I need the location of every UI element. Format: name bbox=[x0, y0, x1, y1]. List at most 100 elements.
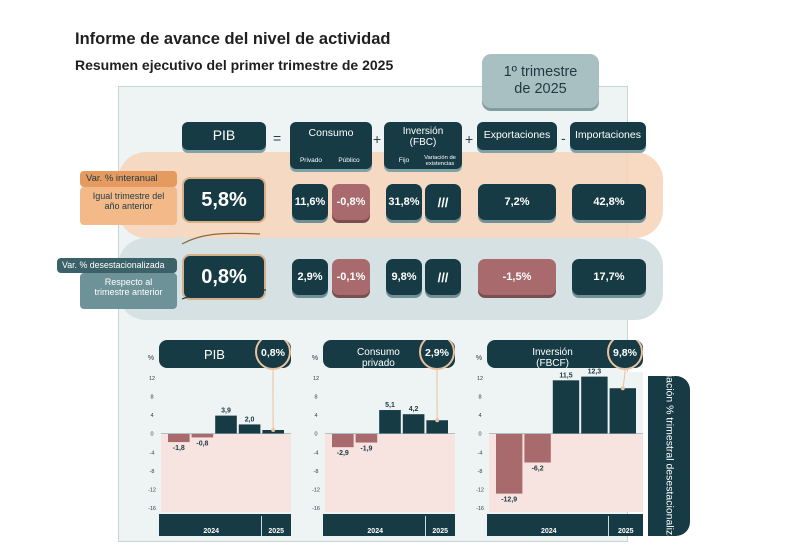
inversion-fijo-label: Fijo bbox=[398, 157, 410, 164]
bar bbox=[402, 414, 425, 434]
mini-chart-2: %12840-4-8-12-16Consumoprivado2,9%-2,9I-… bbox=[307, 340, 455, 536]
highlight-value: 2,9% bbox=[425, 347, 450, 359]
interanual-varex-value: /// bbox=[425, 184, 461, 220]
y-tick-label: 4 bbox=[478, 413, 481, 419]
y-tick-label: -8 bbox=[314, 469, 319, 475]
axis-strip bbox=[471, 348, 487, 536]
year-label: 2025 bbox=[618, 528, 634, 535]
year-label: 2025 bbox=[432, 528, 448, 535]
year-bar bbox=[323, 514, 455, 536]
leader-dot bbox=[435, 418, 440, 423]
bar bbox=[552, 380, 580, 434]
y-tick-label: -8 bbox=[478, 469, 483, 475]
bar bbox=[215, 415, 237, 434]
y-tick-label: -16 bbox=[312, 506, 320, 512]
exportaciones-header: Exportaciones bbox=[477, 122, 557, 150]
desest-desc: Respecto al trimestre anterior bbox=[80, 273, 177, 309]
year-label: 2025 bbox=[268, 528, 284, 535]
inversion-header-label: Inversión (FBC) bbox=[402, 126, 444, 148]
interanual-tag: Var. % interanual bbox=[80, 171, 177, 187]
y-tick-label: 8 bbox=[478, 395, 481, 401]
y-tick-label: -4 bbox=[150, 450, 155, 456]
mini-chart-3: % 12 8 4 0 -4 -8 -12 -16 Inversión (FBCF) 9,8% -12,9… bbox=[471, 340, 643, 536]
y-tick-label: 12 bbox=[313, 376, 319, 382]
bar bbox=[355, 433, 378, 443]
y-tick-label: 0 bbox=[150, 432, 153, 438]
leader-dot bbox=[620, 386, 625, 391]
bar bbox=[238, 424, 261, 434]
y-tick-label: 0 bbox=[314, 432, 317, 438]
interanual-privado-value: 11,6% bbox=[292, 184, 328, 220]
year-bar bbox=[159, 514, 291, 536]
y-tick-label: -4 bbox=[478, 450, 483, 456]
bar bbox=[426, 420, 448, 434]
bar bbox=[332, 433, 354, 448]
y-tick-label: -4 bbox=[314, 450, 319, 456]
pib-header: PIB bbox=[182, 122, 266, 150]
report-subtitle: Resumen ejecutivo del primer trimestre d… bbox=[75, 57, 394, 73]
consumo-header: Consumo bbox=[290, 122, 372, 169]
data-label: -1,8 bbox=[173, 445, 185, 452]
y-tick-label: 4 bbox=[150, 413, 153, 419]
y-tick-label: -12 bbox=[148, 487, 156, 493]
chart-title: Consumo privado bbox=[357, 347, 400, 369]
chart-title: PIB bbox=[204, 347, 225, 362]
plus-sign-1: + bbox=[373, 131, 382, 147]
consumo-header-label: Consumo bbox=[308, 127, 354, 139]
unit-label: % bbox=[312, 355, 318, 362]
interanual-publico-value: -0,8% bbox=[332, 184, 370, 220]
bar bbox=[191, 433, 214, 438]
trend-line-decoration bbox=[181, 232, 267, 300]
data-label: 4,2 bbox=[409, 406, 419, 413]
importaciones-header: Importaciones bbox=[570, 122, 646, 150]
y-tick-label: -8 bbox=[150, 469, 155, 475]
bar bbox=[379, 410, 401, 434]
year-label: 2024 bbox=[367, 528, 383, 535]
bar bbox=[581, 376, 608, 434]
importaciones-header-label: Importaciones bbox=[575, 129, 641, 142]
equals-sign: = bbox=[273, 130, 282, 146]
unit-label: % bbox=[148, 355, 154, 362]
consumo-publico-label: Público bbox=[338, 157, 360, 164]
y-tick-label: 8 bbox=[314, 395, 317, 401]
data-label: -6,2 bbox=[532, 466, 544, 473]
y-tick-label: -16 bbox=[476, 506, 484, 512]
minus-sign: - bbox=[561, 130, 566, 146]
leader-dot bbox=[271, 428, 276, 432]
y-tick-label: -12 bbox=[312, 487, 320, 493]
quarter-badge-label: 1º trimestre de 2025 bbox=[503, 64, 578, 97]
y-tick-label: -12 bbox=[476, 487, 484, 493]
desest-import-value: 17,7% bbox=[572, 259, 646, 295]
year-label: 2024 bbox=[203, 528, 219, 535]
y-tick-label: 4 bbox=[314, 413, 317, 419]
y-tick-label: 8 bbox=[150, 395, 153, 401]
desest-tag: Var. % desestacionalizada bbox=[57, 258, 177, 273]
pib-header-label: PIB bbox=[212, 127, 236, 144]
mini-chart-1: %12840-4-8-12-16PIB0,8%-1,8I-0,8II3,9III… bbox=[143, 340, 291, 536]
data-label: -1,9 bbox=[360, 446, 372, 453]
desest-fijo-value: 9,8% bbox=[386, 259, 422, 295]
report-title: Informe de avance del nivel de actividad bbox=[75, 30, 391, 48]
year-label: 2024 bbox=[541, 528, 557, 535]
interanual-export-value: 7,2% bbox=[478, 184, 556, 220]
side-label-box: Variación % trimestral desestacionalizad… bbox=[648, 359, 690, 545]
consumo-privado-label: Privado bbox=[299, 157, 323, 164]
data-label: 11,5 bbox=[559, 372, 572, 379]
desest-varex-value: /// bbox=[425, 259, 461, 295]
bar bbox=[168, 433, 190, 443]
chart-title: Inversión (FBCF) bbox=[532, 347, 573, 369]
highlight-value: 0,8% bbox=[261, 347, 286, 359]
desest-pib-value: 0,8% bbox=[182, 254, 266, 300]
axis-strip bbox=[143, 348, 159, 536]
y-tick-label: 12 bbox=[477, 376, 483, 382]
y-tick-label: 0 bbox=[478, 432, 481, 438]
interanual-import-value: 42,8% bbox=[572, 184, 646, 220]
y-tick-label: -16 bbox=[148, 506, 156, 512]
chart-header bbox=[487, 340, 643, 368]
highlight-value: 9,8% bbox=[613, 347, 638, 359]
interanual-desc: Igual trimestre del año anterior bbox=[80, 187, 177, 225]
desest-publico-value: -0,1% bbox=[332, 259, 370, 295]
negative-area bbox=[161, 433, 291, 512]
data-label: 12,3 bbox=[588, 369, 602, 376]
